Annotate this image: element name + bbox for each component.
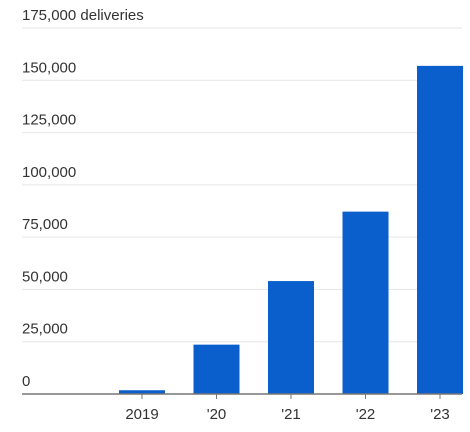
y-tick-label: 50,000	[22, 268, 68, 285]
y-tick-label: 125,000	[22, 112, 76, 129]
x-tick-label: '20	[207, 406, 227, 423]
bar	[119, 390, 165, 394]
bar	[268, 281, 314, 394]
y-tick-label: 75,000	[22, 216, 68, 233]
bar	[193, 344, 240, 394]
bar	[417, 65, 463, 394]
x-tick-label: '21	[281, 406, 301, 423]
x-tick-label: '22	[356, 406, 376, 423]
x-tick-label: 2019	[125, 406, 158, 423]
gridlines	[22, 27, 462, 343]
y-tick-label: 150,000	[22, 59, 76, 76]
x-axis	[22, 393, 462, 399]
y-tick-label: 25,000	[22, 321, 68, 338]
y-tick-label: 0	[22, 373, 30, 390]
tick-labels: 0 25,000 50,000 75,000 100,000 125,000 150,000…	[22, 7, 450, 423]
y-tick-label: 100,000	[22, 164, 76, 181]
bars	[119, 65, 463, 394]
bar	[342, 211, 389, 394]
x-tick-label: '23	[430, 406, 450, 423]
y-tick-label: 175,000 deliveries	[22, 7, 144, 24]
